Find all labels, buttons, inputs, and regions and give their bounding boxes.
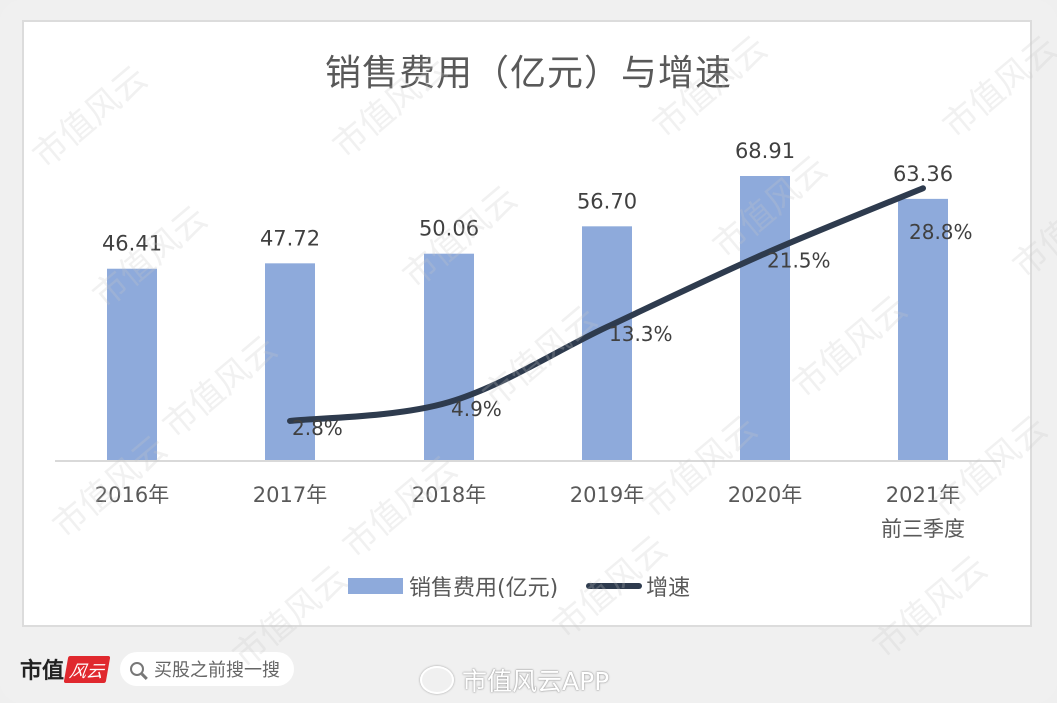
- bar-value-label: 46.41: [102, 232, 162, 256]
- bar: [265, 263, 315, 460]
- legend-line-label: 增速: [646, 576, 691, 601]
- search-icon: [130, 662, 145, 676]
- legend-bar-label: 销售费用(亿元): [409, 576, 559, 601]
- bar-value-label: 56.70: [577, 189, 637, 213]
- growth-value-labels: 2.8% 4.9% 13.3% 21.5% 28.8%: [292, 220, 973, 440]
- x-axis-label-line2: 前三季度: [881, 517, 965, 541]
- growth-value-label: 2.8%: [292, 416, 343, 440]
- growth-value-label: 21.5%: [767, 249, 831, 273]
- bar-value-label: 50.06: [419, 217, 479, 241]
- weibo-text: 市值风云APP: [462, 667, 610, 696]
- legend-line-swatch-icon: [586, 583, 643, 589]
- bar: [740, 176, 790, 460]
- x-axis-label: 2021年: [886, 483, 960, 507]
- bar-value-label: 63.36: [893, 162, 953, 186]
- brand-logo-badge: 风云: [63, 655, 111, 683]
- footer-bar: 市值 风云 买股之前搜一搜: [20, 652, 295, 686]
- search-box[interactable]: 买股之前搜一搜: [120, 652, 295, 686]
- x-axis-label: 2016年: [95, 483, 169, 507]
- bar: [582, 226, 632, 460]
- x-axis-label: 2018年: [412, 483, 486, 507]
- growth-value-label: 13.3%: [609, 322, 673, 346]
- growth-line: [287, 185, 926, 424]
- legend-bar-swatch-icon: [348, 578, 403, 594]
- x-axis-label: 2020年: [728, 483, 802, 507]
- weibo-icon: [420, 666, 454, 694]
- x-axis-label: 2017年: [253, 483, 327, 507]
- bar: [107, 268, 157, 460]
- weibo-watermark: 市值风云APP: [420, 662, 609, 698]
- chart-legend: 销售费用(亿元) 增速: [348, 570, 690, 602]
- bar: [898, 198, 948, 461]
- search-placeholder: 买股之前搜一搜: [154, 660, 281, 681]
- growth-value-label: 28.8%: [909, 220, 973, 244]
- chart-frame: [22, 20, 1032, 627]
- bar-value-label: 47.72: [260, 226, 320, 250]
- chart-title: 销售费用（亿元）与增速: [324, 53, 732, 94]
- brand-logo-text: 市值: [20, 658, 65, 684]
- x-axis-label: 2019年: [570, 483, 644, 507]
- growth-value-label: 4.9%: [451, 397, 502, 421]
- bar: [424, 253, 474, 460]
- bar-value-label: 68.91: [735, 139, 795, 163]
- bar-series: [107, 176, 948, 461]
- bar-value-labels: 46.41 47.72 50.06 56.70 68.91 63.36: [102, 139, 953, 256]
